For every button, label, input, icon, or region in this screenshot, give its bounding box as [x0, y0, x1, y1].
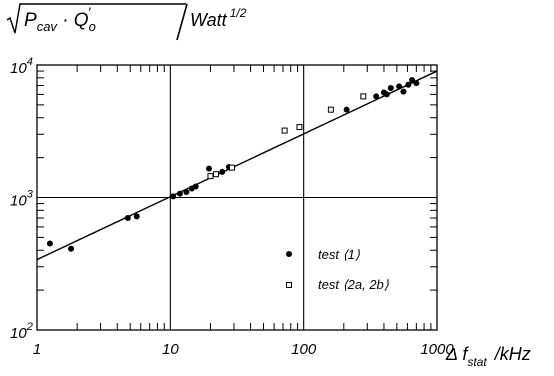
data-point-test-1 [413, 80, 420, 87]
y-tick-label: 104 [10, 56, 33, 77]
legend-marker-test-1 [286, 251, 292, 257]
x-tick-label: 1 [33, 341, 41, 358]
data-point-test-1 [183, 189, 190, 196]
data-point-test-1 [387, 85, 394, 92]
data-point-test-2 [360, 93, 367, 100]
data-point-test-1 [373, 93, 380, 100]
x-tick-labels: 1 10 100 1000 [33, 341, 455, 358]
data-point-test-1 [46, 240, 53, 247]
data-point-test-2 [281, 127, 288, 134]
y-axis-unit: Watt 1/2 [190, 6, 247, 30]
x-tick-label: 100 [291, 341, 317, 358]
data-point-test-1 [170, 193, 177, 200]
data-point-test-2 [207, 173, 214, 180]
y-axis-slash [176, 3, 188, 41]
data-point-test-1 [405, 81, 412, 88]
x-tick-label: 1000 [420, 341, 454, 358]
legend-label-test-2: test ⟨2a, 2b⟩ [318, 277, 389, 292]
data-points [46, 77, 420, 252]
data-point-test-1 [176, 190, 183, 197]
data-point-test-2 [296, 124, 303, 131]
data-point-test-1 [343, 106, 350, 113]
data-point-test-1 [192, 183, 199, 190]
y-axis-title-text: Pcav · Qo′ [24, 4, 96, 34]
x-axis-title-text: Δ fstat/kHz [445, 344, 531, 369]
radical-sign [6, 3, 186, 34]
data-point-test-1 [383, 91, 390, 98]
data-point-test-1 [124, 215, 131, 222]
data-point-test-2 [327, 106, 334, 113]
data-point-test-1 [206, 165, 213, 172]
y-tick-label: 103 [10, 189, 34, 210]
data-point-test-1 [133, 213, 140, 220]
y-tick-label: 102 [10, 321, 33, 342]
data-point-test-1 [400, 88, 407, 95]
fit-line [36, 70, 438, 261]
data-point-test-1 [68, 245, 75, 252]
fit-line-group [36, 70, 438, 261]
data-point-test-2 [212, 171, 219, 178]
legend-label-test-1: test ⟨1⟩ [318, 247, 360, 262]
y-axis-title: Pcav · Qo′ Watt 1/2 [6, 3, 247, 41]
legend-marker-test-2 [286, 282, 292, 288]
data-point-test-1 [409, 77, 416, 84]
data-point-test-1 [219, 168, 226, 175]
y-tick-labels: 102 103 104 [10, 56, 34, 342]
x-axis-title: Δ fstat/kHz [445, 344, 531, 369]
legend: test ⟨1⟩ test ⟨2a, 2b⟩ [286, 247, 389, 292]
data-point-test-1 [396, 83, 403, 90]
x-tick-label: 10 [162, 341, 179, 358]
data-point-test-2 [228, 164, 235, 171]
